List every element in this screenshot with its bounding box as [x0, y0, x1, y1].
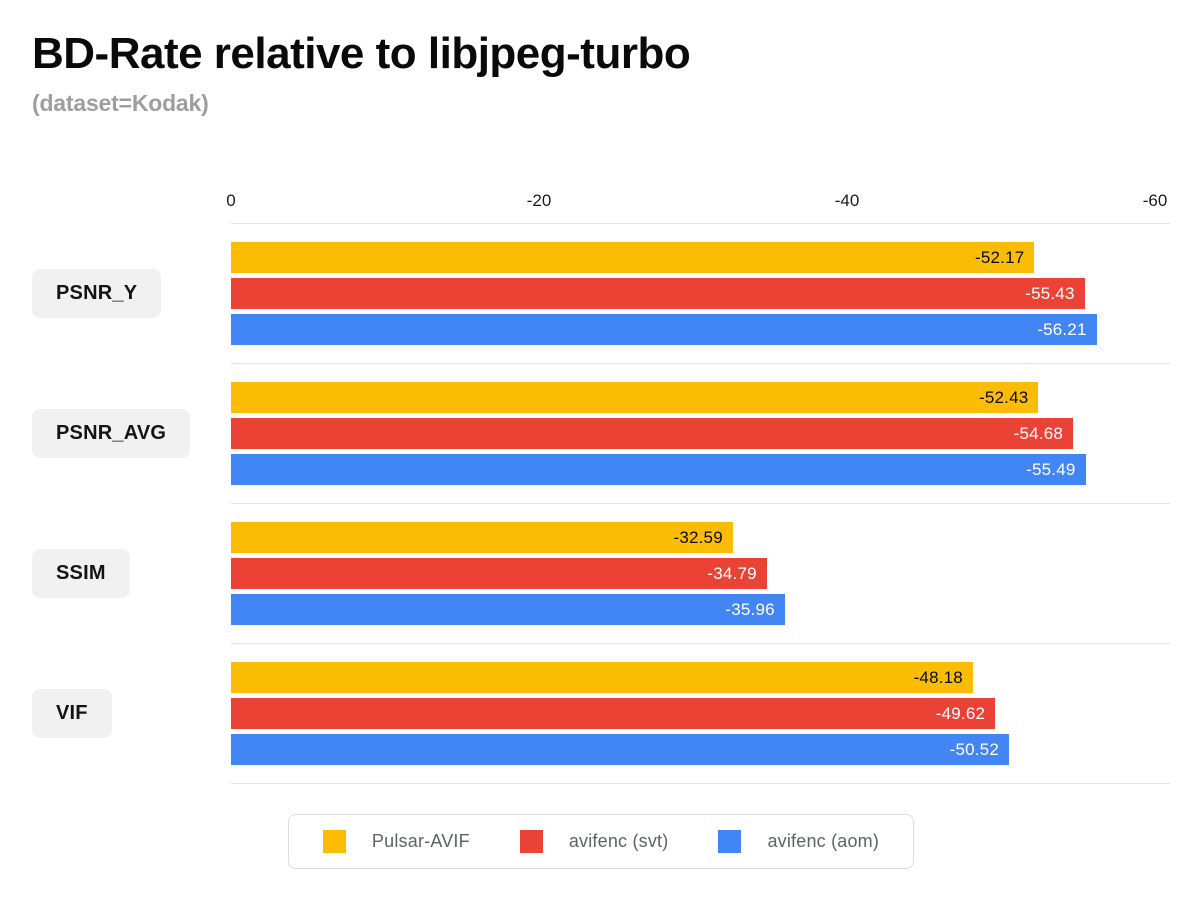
bar-value-label: -55.49 [1026, 459, 1076, 479]
x-axis-tick-label: 0 [226, 191, 236, 211]
category-label-cell: SSIM [32, 503, 231, 643]
category-group-vif: VIF -48.18 -49.62 -50.52 [32, 643, 1170, 785]
group-bars: -32.59 -34.79 -35.96 [231, 503, 1170, 643]
category-label: VIF [32, 689, 112, 739]
plot-area: PSNR_Y -52.17 -55.43 -56.21 PSNR_AVG -52.43 -5… [32, 223, 1170, 785]
category-group-ssim: SSIM -32.59 -34.79 -35.96 [32, 503, 1170, 643]
bar-chart: 0 -20 -40 -60 PSNR_Y -52.17 -55.43 -56.21 PSNR_… [32, 159, 1170, 870]
x-axis-tick-label: -60 [1142, 191, 1168, 211]
legend-swatch [718, 830, 742, 854]
bar-avifenc-svt: -34.79 [231, 558, 767, 590]
bar-value-label: -56.21 [1037, 319, 1087, 339]
category-group-psnr_avg: PSNR_AVG -52.43 -54.68 -55.49 [32, 363, 1170, 503]
group-bars: -52.43 -54.68 -55.49 [231, 363, 1170, 503]
legend-swatch [519, 830, 543, 854]
category-label-cell: VIF [32, 643, 231, 784]
bar-value-label: -52.17 [975, 247, 1025, 267]
bar-value-label: -34.79 [707, 563, 757, 583]
category-label-cell: PSNR_AVG [32, 363, 231, 503]
bar-value-label: -32.59 [673, 527, 723, 547]
bar-value-label: -54.68 [1013, 423, 1064, 443]
category-label-cell: PSNR_Y [32, 223, 231, 363]
bar-value-label: -48.18 [913, 667, 963, 687]
legend-item-avifenc-aom: avifenc (aom) [718, 830, 880, 854]
x-axis: 0 -20 -40 -60 [32, 159, 1170, 223]
bar-pulsar-avif: -52.43 [231, 382, 1039, 414]
bar-avifenc-aom: -56.21 [231, 314, 1097, 346]
category-label: PSNR_AVG [32, 408, 191, 458]
group-bars: -48.18 -49.62 -50.52 [231, 643, 1170, 785]
bar-avifenc-aom: -35.96 [231, 594, 785, 626]
bar-avifenc-aom: -55.49 [231, 454, 1086, 486]
bar-value-label: -50.52 [949, 739, 999, 759]
category-label: PSNR_Y [32, 268, 162, 318]
bar-pulsar-avif: -32.59 [231, 522, 733, 554]
x-axis-tick-label: -40 [834, 191, 860, 211]
legend-row: Pulsar-AVIF avifenc (svt) avifenc (aom) [32, 784, 1170, 870]
category-group-psnr_y: PSNR_Y -52.17 -55.43 -56.21 [32, 223, 1170, 363]
group-bars: -52.17 -55.43 -56.21 [231, 223, 1170, 363]
category-label: SSIM [32, 548, 130, 598]
legend-label: avifenc (svt) [568, 831, 669, 852]
x-axis-tick-label: -20 [526, 191, 552, 211]
bar-avifenc-svt: -54.68 [231, 418, 1074, 450]
bar-avifenc-svt: -55.43 [231, 278, 1085, 310]
bar-value-label: -35.96 [725, 599, 775, 619]
legend: Pulsar-AVIF avifenc (svt) avifenc (aom) [287, 814, 915, 870]
bar-avifenc-aom: -50.52 [231, 734, 1009, 766]
legend-label: avifenc (aom) [767, 831, 880, 852]
bar-value-label: -49.62 [935, 703, 986, 723]
chart-subtitle: (dataset=Kodak) [32, 90, 209, 117]
bar-pulsar-avif: -48.18 [231, 662, 973, 694]
chart-title: BD-Rate relative to libjpeg-turbo [32, 29, 691, 78]
x-axis-ticks: 0 -20 -40 -60 [226, 159, 1170, 223]
bar-avifenc-svt: -49.62 [231, 698, 996, 730]
legend-item-pulsar-avif: Pulsar-AVIF [322, 830, 470, 854]
bar-value-label: -52.43 [979, 387, 1029, 407]
legend-item-avifenc-svt: avifenc (svt) [519, 830, 669, 854]
legend-swatch [322, 830, 346, 854]
axis-left-spacer [32, 159, 231, 223]
legend-label: Pulsar-AVIF [371, 831, 470, 852]
bar-pulsar-avif: -52.17 [231, 242, 1035, 274]
bar-value-label: -55.43 [1025, 283, 1075, 303]
